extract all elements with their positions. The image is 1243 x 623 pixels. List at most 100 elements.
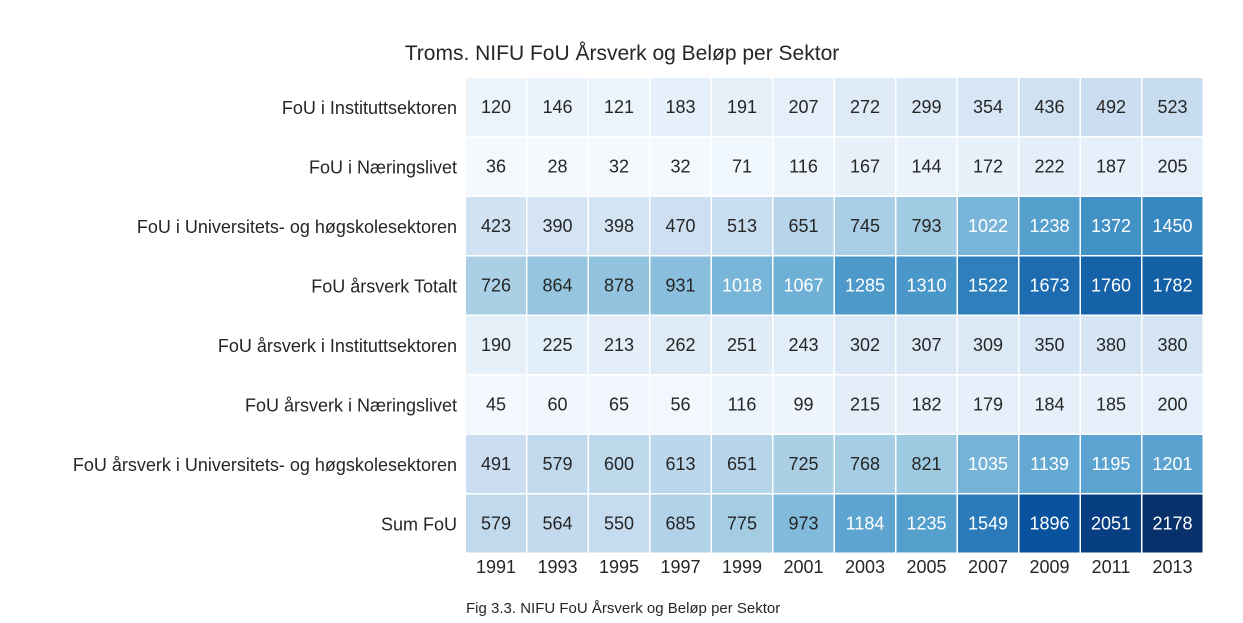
cell-value-label: 45 bbox=[486, 395, 506, 415]
heatmap-cell bbox=[527, 435, 588, 493]
cell-value-label: 172 bbox=[973, 157, 1003, 177]
cell-value-label: 491 bbox=[481, 454, 511, 474]
heatmap-cell bbox=[773, 197, 834, 255]
heatmap-cell bbox=[958, 316, 1018, 374]
x-tick-label: 1999 bbox=[722, 557, 762, 577]
cell-value-label: 184 bbox=[1034, 395, 1064, 415]
heatmap-cell bbox=[958, 137, 1018, 196]
heatmap-cell bbox=[773, 435, 834, 493]
heatmap-cell bbox=[1142, 197, 1203, 255]
cell-value-label: 1372 bbox=[1091, 216, 1131, 236]
cell-value-label: 1450 bbox=[1152, 216, 1192, 236]
heatmap-cell bbox=[712, 137, 772, 196]
heatmap-cell bbox=[958, 78, 1018, 136]
cell-value-label: 492 bbox=[1096, 97, 1126, 117]
heatmap-cell bbox=[1019, 137, 1080, 196]
heatmap-cell bbox=[1081, 375, 1141, 434]
heatmap-cell bbox=[712, 78, 772, 136]
cell-value-label: 1285 bbox=[845, 276, 885, 296]
heatmap-cell bbox=[1019, 375, 1080, 434]
heatmap-cell bbox=[589, 316, 649, 374]
x-tick-label: 1991 bbox=[476, 557, 516, 577]
heatmap-cell bbox=[466, 78, 526, 136]
heatmap-cell bbox=[773, 494, 834, 553]
chart-title: Troms. NIFU FoU Årsverk og Beløp per Sek… bbox=[405, 42, 840, 65]
heatmap-cell bbox=[527, 316, 588, 374]
cell-value-label: 307 bbox=[911, 335, 941, 355]
cell-value-label: 187 bbox=[1096, 157, 1126, 177]
cell-value-label: 651 bbox=[727, 454, 757, 474]
cell-value-label: 200 bbox=[1157, 395, 1187, 415]
heatmap-cell bbox=[1081, 197, 1141, 255]
cell-value-label: 205 bbox=[1157, 157, 1187, 177]
cell-value-label: 821 bbox=[911, 454, 941, 474]
cell-value-label: 190 bbox=[481, 335, 511, 355]
cell-value-label: 1139 bbox=[1030, 454, 1069, 474]
heatmap-cell bbox=[958, 197, 1018, 255]
heatmap-cell bbox=[712, 256, 772, 315]
x-tick-label: 2003 bbox=[845, 557, 885, 577]
heatmap-cell bbox=[896, 316, 957, 374]
heatmap-cell bbox=[1142, 435, 1203, 493]
x-tick-label: 1995 bbox=[599, 557, 639, 577]
row-label: FoU årsverk i Instituttsektoren bbox=[218, 336, 457, 356]
heatmap-cell bbox=[1081, 137, 1141, 196]
cell-value-label: 1184 bbox=[846, 514, 885, 534]
cell-value-label: 423 bbox=[481, 216, 511, 236]
heatmap-cell bbox=[712, 435, 772, 493]
cell-value-label: 513 bbox=[727, 216, 757, 236]
heatmap-cell bbox=[773, 316, 834, 374]
heatmap-cell bbox=[589, 197, 649, 255]
cell-value-label: 523 bbox=[1157, 97, 1187, 117]
cell-value-label: 185 bbox=[1096, 395, 1126, 415]
heatmap-cell bbox=[1019, 435, 1080, 493]
x-tick-label: 1993 bbox=[537, 557, 577, 577]
heatmap-cell bbox=[466, 435, 526, 493]
cell-value-label: 775 bbox=[727, 514, 757, 534]
heatmap-cell bbox=[1142, 494, 1203, 553]
heatmap-cell bbox=[958, 375, 1018, 434]
cell-value-label: 651 bbox=[788, 216, 818, 236]
heatmap-cell bbox=[527, 375, 588, 434]
heatmap-cell bbox=[712, 316, 772, 374]
cell-value-label: 28 bbox=[547, 157, 567, 177]
heatmap-cell bbox=[527, 494, 588, 553]
heatmap-cell bbox=[589, 435, 649, 493]
cell-value-label: 793 bbox=[911, 216, 941, 236]
cell-value-label: 309 bbox=[973, 335, 1003, 355]
heatmap-cell bbox=[650, 256, 711, 315]
cell-value-label: 1760 bbox=[1091, 276, 1131, 296]
row-label: FoU i Instituttsektoren bbox=[282, 98, 457, 118]
cell-value-label: 251 bbox=[727, 335, 757, 355]
heatmap-cell bbox=[835, 256, 895, 315]
x-tick-label: 2011 bbox=[1092, 557, 1131, 577]
heatmap-cell bbox=[589, 375, 649, 434]
cell-value-label: 213 bbox=[604, 335, 634, 355]
heatmap-cells: 120 146 121 183 191 207 272 299 354 436 492 523 36 28… bbox=[466, 78, 1203, 553]
heatmap-cell bbox=[589, 78, 649, 136]
cell-value-label: 973 bbox=[788, 514, 818, 534]
cell-value-label: 725 bbox=[788, 454, 818, 474]
row-label: FoU i Universitets- og høgskolesektoren bbox=[137, 217, 457, 237]
cell-value-label: 1549 bbox=[968, 514, 1008, 534]
cell-value-label: 36 bbox=[486, 157, 506, 177]
heatmap-cell bbox=[466, 316, 526, 374]
heatmap-cell bbox=[896, 78, 957, 136]
heatmap-cell bbox=[1019, 316, 1080, 374]
cell-value-label: 1067 bbox=[783, 276, 823, 296]
cell-value-label: 878 bbox=[604, 276, 634, 296]
cell-value-label: 222 bbox=[1034, 157, 1064, 177]
cell-value-label: 745 bbox=[850, 216, 880, 236]
cell-value-label: 60 bbox=[547, 395, 567, 415]
cell-value-label: 380 bbox=[1096, 335, 1126, 355]
heatmap-cell bbox=[773, 375, 834, 434]
heatmap-cell bbox=[896, 137, 957, 196]
cell-value-label: 613 bbox=[665, 454, 695, 474]
heatmap-cell bbox=[527, 256, 588, 315]
heatmap-cell bbox=[1019, 256, 1080, 315]
heatmap-cell bbox=[896, 494, 957, 553]
x-tick-label: 1997 bbox=[660, 557, 700, 577]
x-tick-label: 2001 bbox=[783, 557, 823, 577]
cell-value-label: 1310 bbox=[906, 276, 946, 296]
row-label: FoU årsverk Totalt bbox=[311, 276, 457, 296]
